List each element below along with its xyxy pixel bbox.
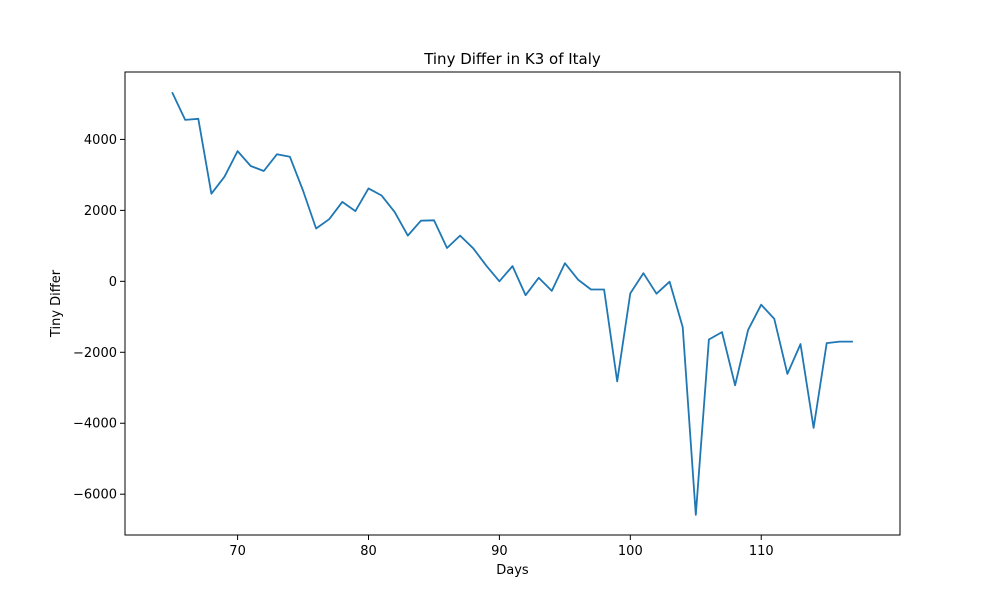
y-tick-label: −2000	[73, 346, 117, 361]
plot-area-frame	[124, 71, 901, 536]
x-tick-label: 110	[749, 544, 774, 559]
y-tick-label: −4000	[73, 417, 117, 432]
x-tick-label: 100	[618, 544, 643, 559]
series-line	[171, 91, 853, 516]
chart-title: Tiny Differ in K3 of Italy	[423, 50, 601, 68]
x-axis-label: Days	[496, 563, 529, 578]
x-tick-label: 70	[229, 544, 246, 559]
y-axis-label: Tiny Differ	[49, 269, 64, 338]
y-tick-label: 4000	[84, 133, 117, 148]
x-tick-label: 90	[491, 544, 508, 559]
y-tick-label: −6000	[73, 488, 117, 503]
x-tick-label: 80	[360, 544, 377, 559]
y-tick-label: 2000	[84, 204, 117, 219]
y-axis: −6000 −4000 −2000 0 2000 4000	[73, 133, 125, 503]
x-axis: 70 80 90 100 110	[229, 535, 774, 559]
y-tick-label: 0	[109, 275, 117, 290]
